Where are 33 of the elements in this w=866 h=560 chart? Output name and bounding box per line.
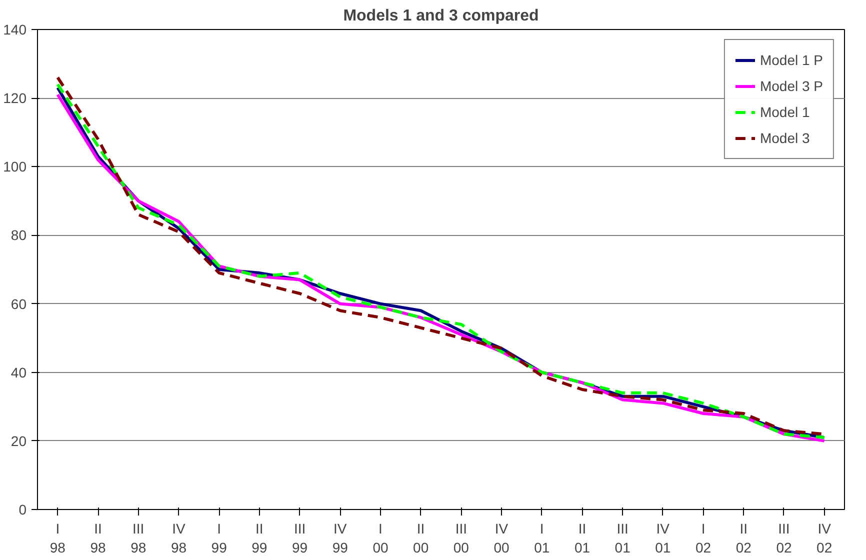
x-tick-label: III 98 xyxy=(130,520,146,556)
x-tick-label: I 99 xyxy=(211,520,228,556)
y-tick-label: 60 xyxy=(10,296,27,312)
x-tick-label: IV 99 xyxy=(332,520,348,556)
y-tick-label: 0 xyxy=(18,502,27,518)
x-tick-label: IV 01 xyxy=(655,520,671,556)
legend-label: Model 3 xyxy=(760,130,810,146)
x-tick-label: II 99 xyxy=(252,520,268,556)
x-tick-label: IV 02 xyxy=(816,520,832,556)
x-tick-label: I 01 xyxy=(534,520,550,556)
x-tick-label: I 98 xyxy=(50,520,66,556)
x-tick-label: III 99 xyxy=(292,520,308,556)
x-tick-label: II 98 xyxy=(90,520,106,556)
y-tick-label: 80 xyxy=(10,227,27,244)
x-tick-label: I 02 xyxy=(695,520,712,556)
x-tick-label: III 00 xyxy=(453,520,470,556)
y-tick-label: 120 xyxy=(3,90,27,106)
x-tick-label: IV 00 xyxy=(494,520,510,556)
x-tick-label: II 00 xyxy=(413,520,429,556)
x-tick-label: I 00 xyxy=(372,520,388,556)
y-tick-label: 100 xyxy=(3,158,27,175)
x-tick-label: II 01 xyxy=(574,520,590,556)
legend-label: Model 1 xyxy=(760,104,810,120)
y-tick-label: 40 xyxy=(10,364,27,380)
x-tick-label: III 01 xyxy=(614,520,631,556)
legend-label: Model 1 P xyxy=(760,52,823,68)
chart-title: Models 1 and 3 compared xyxy=(343,8,539,24)
y-tick-label: 20 xyxy=(10,432,27,449)
y-tick-label: 140 xyxy=(3,22,27,38)
x-tick-label: IV 98 xyxy=(170,520,187,556)
legend-label: Model 3 P xyxy=(760,78,823,94)
x-tick-label: II 02 xyxy=(736,520,752,556)
x-tick-label: III 02 xyxy=(776,520,792,556)
